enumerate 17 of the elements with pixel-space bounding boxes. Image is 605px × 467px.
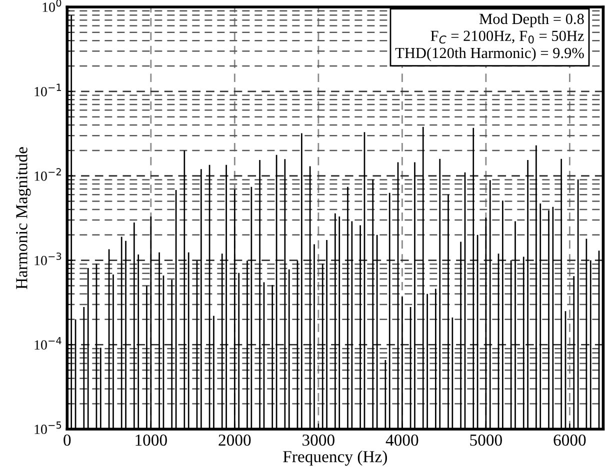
x-tick-label: 5000 [470,434,502,446]
x-tick-label: 0 [64,434,71,446]
x-tick-label: 2000 [218,434,251,446]
annotation: F$_{C}$ = 2100Hz, F$_{0}$ = 50Hz [430,30,584,44]
annotation: Mod Depth = 0.8 [479,13,584,28]
y-tick-label: 10$^{−4}$ [34,337,62,350]
x-tick-label: 1000 [136,434,167,446]
y-tick-label: 10$^{−2}$ [34,168,61,181]
y-tick-label: 10$^{−3}$ [34,252,62,266]
annotation: THD(120th Harmonic) = 9.9% [395,47,584,62]
x-tick-label: 3000 [302,434,334,446]
y-axis-title: Harmonic Magnitude [16,147,31,290]
y-tick-label: 10$^{−1}$ [34,84,61,96]
x-tick-label: 4000 [386,434,418,446]
x-axis-title: Frequency (Hz) [283,450,387,466]
y-tick-label: 10$^{−5}$ [34,422,62,434]
x-tick-label: 6000 [554,434,586,446]
